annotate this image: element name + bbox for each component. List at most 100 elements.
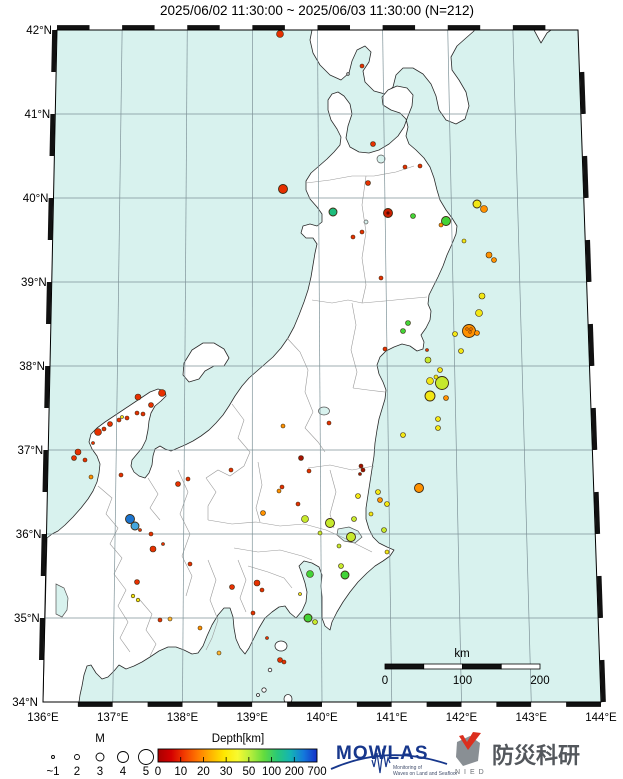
quake-marker	[125, 514, 135, 524]
depth-tick-label: 10	[174, 766, 187, 778]
quake-marker	[355, 493, 361, 499]
nied-logo: NIED 防災科研	[455, 732, 580, 776]
depth-tick-label: 30	[220, 766, 233, 778]
scale-tick-label: 100	[453, 675, 472, 687]
lake-inawashiro	[318, 406, 330, 416]
quake-marker	[250, 610, 256, 616]
quake-marker	[438, 222, 444, 228]
quake-marker	[71, 455, 77, 461]
quake-marker	[276, 488, 282, 494]
depth-tick-label: 20	[197, 766, 210, 778]
quake-marker	[437, 367, 443, 373]
quake-marker	[306, 570, 314, 578]
quake-marker	[452, 331, 458, 337]
quake-marker	[116, 417, 122, 423]
magnitude-symbol	[95, 752, 105, 762]
quake-marker	[435, 416, 441, 422]
mowlas-waveform-icon	[371, 748, 391, 774]
latitude-label: 40°N	[23, 193, 49, 205]
scale-bar-segment	[384, 663, 425, 670]
depth-legend: Depth[km] 0 10 20 30 50 100 200 700	[155, 733, 327, 778]
depth-legend-title: Depth[km]	[212, 733, 264, 745]
longitude-label: 144°E	[585, 712, 617, 724]
quake-marker	[298, 455, 304, 461]
quake-marker	[491, 257, 497, 263]
magnitude-symbol	[138, 749, 154, 765]
magnitude-symbol	[51, 755, 55, 759]
quake-marker	[360, 467, 366, 473]
quake-marker	[336, 543, 342, 549]
quake-marker	[118, 472, 124, 478]
nied-mark-gray	[456, 736, 480, 766]
longitude-label: 138°E	[167, 712, 199, 724]
quake-marker	[197, 625, 203, 631]
quake-marker	[441, 216, 451, 226]
magnitude-tick-label: 2	[74, 766, 80, 778]
quake-marker	[425, 348, 429, 352]
quake-marker	[279, 484, 285, 490]
quake-marker-core	[465, 327, 469, 331]
magnitude-symbol	[74, 754, 80, 760]
magnitude-tick-label: 4	[120, 766, 127, 778]
mowlas-subtitle-line1: Monitoring of	[393, 765, 423, 771]
quake-marker	[312, 619, 318, 625]
quake-marker	[370, 141, 376, 147]
quake-marker	[91, 441, 95, 445]
depth-tick-label: 100	[262, 766, 281, 778]
scale-bar-segment	[500, 663, 541, 670]
quake-marker	[384, 501, 390, 507]
quake-marker	[378, 275, 384, 281]
quake-marker	[306, 468, 312, 474]
quake-marker	[148, 531, 154, 537]
epicenter-markers	[71, 30, 497, 665]
quake-marker	[229, 584, 235, 590]
quake-marker	[277, 657, 283, 663]
quake-marker	[359, 229, 365, 235]
islet	[346, 72, 350, 76]
quake-marker	[228, 467, 234, 473]
quake-marker	[82, 457, 88, 463]
quake-marker	[424, 390, 436, 402]
quake-marker	[358, 463, 364, 469]
quake-marker	[130, 521, 140, 531]
longitude-label: 141°E	[376, 712, 408, 724]
map-frame	[38, 25, 606, 707]
quake-marker	[298, 592, 302, 596]
quake-marker	[149, 545, 157, 553]
quake-marker	[158, 389, 166, 397]
depth-tick-label: 50	[242, 766, 255, 778]
quake-marker	[94, 428, 102, 436]
quake-marker	[384, 549, 390, 555]
quake-marker	[472, 199, 482, 209]
quake-marker	[417, 163, 423, 169]
magnitude-symbol	[117, 751, 129, 763]
quake-marker	[358, 472, 362, 476]
scale-bar-segment	[462, 663, 502, 670]
hokkaido-notch	[533, 30, 552, 44]
axis-labels: 42°N 41°N 40°N 39°N 38°N 37°N 36°N 35°N 34°N 136°…	[12, 25, 617, 724]
quake-marker	[134, 393, 142, 401]
quake-marker	[458, 348, 464, 354]
quake-marker	[351, 516, 357, 522]
lake-tazawa	[363, 219, 369, 225]
quake-marker	[301, 515, 309, 523]
quake-marker	[426, 377, 434, 385]
quake-marker	[400, 432, 406, 438]
quake-marker	[175, 481, 181, 487]
islet	[283, 694, 293, 702]
quake-marker	[400, 328, 406, 334]
quake-marker	[278, 184, 288, 194]
quake-marker	[253, 579, 261, 587]
quake-marker	[161, 542, 165, 546]
latitude-label: 35°N	[14, 613, 40, 625]
quake-marker	[157, 617, 163, 623]
quake-marker	[474, 330, 480, 336]
graticule	[44, 30, 599, 702]
islet	[256, 693, 260, 697]
quake-marker	[135, 597, 141, 603]
quake-marker	[216, 650, 222, 656]
quake-marker	[265, 636, 269, 640]
quake-marker-core	[468, 330, 472, 334]
magnitude-tick-label: 3	[97, 766, 103, 778]
